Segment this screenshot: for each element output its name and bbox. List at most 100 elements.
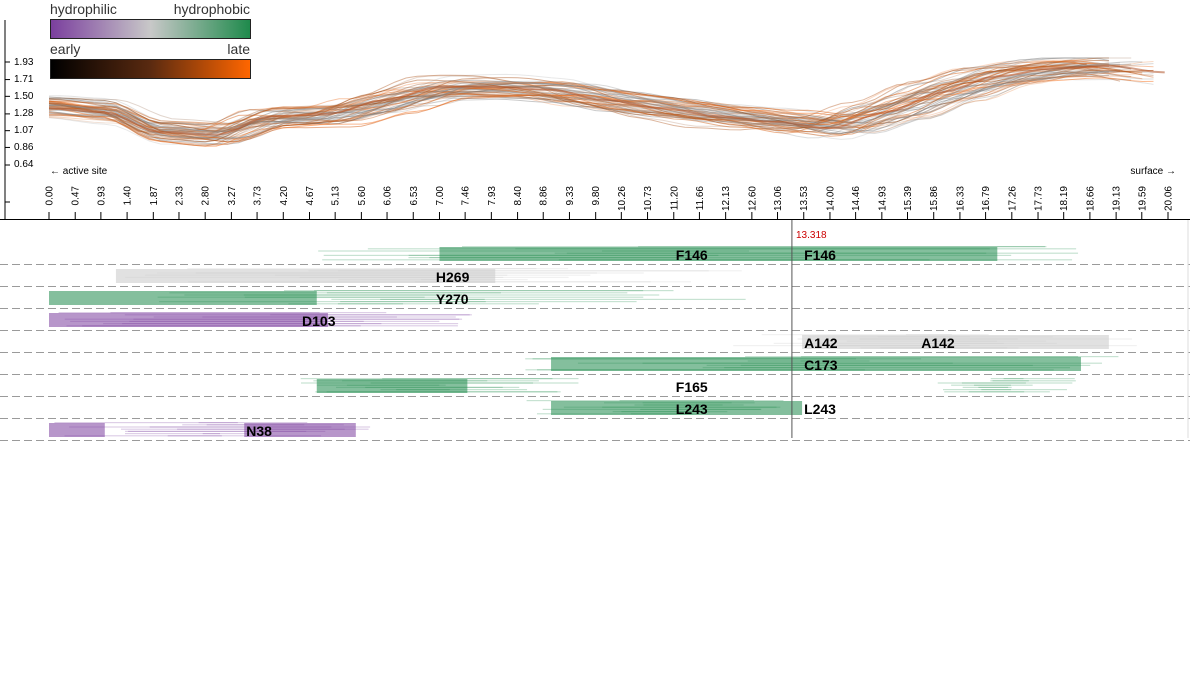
residue-row-d103[interactable]: D103 — [49, 312, 472, 329]
residue-dense-band — [49, 313, 328, 327]
residue-label: L243 — [676, 401, 708, 417]
residue-occupancy-mark — [120, 428, 345, 430]
x-tick-label: 12.13 — [721, 186, 732, 211]
x-tick-label: 20.06 — [1164, 186, 1175, 211]
residue-occupancy-mark — [64, 435, 322, 437]
tunnel-profile-line — [48, 68, 1143, 137]
legend-early-label: early — [50, 41, 81, 57]
x-tick-label: 13.53 — [799, 186, 810, 211]
residue-occupancy-mark — [202, 433, 251, 435]
x-tick-label: 17.73 — [1034, 186, 1045, 211]
residue-occupancy-mark — [978, 386, 1009, 388]
residue-occupancy-mark — [58, 312, 320, 314]
x-tick-label: 5.60 — [357, 186, 368, 206]
tunnel-profile-line — [48, 64, 1132, 138]
residue-occupancy-mark — [288, 303, 539, 305]
x-tick-label: 0.93 — [96, 186, 107, 206]
residue-occupancy-mark — [184, 294, 660, 296]
residue-occupancy-mark — [745, 356, 1079, 358]
residue-dense-band — [49, 423, 105, 437]
residue-row-h269[interactable]: H269 — [115, 268, 742, 285]
legend-late-label: late — [227, 41, 250, 57]
x-tick-label: 7.93 — [487, 186, 498, 206]
x-tick-label: 16.79 — [981, 186, 992, 211]
residue-occupancy-mark — [128, 430, 307, 432]
residue-occupancy-mark — [968, 391, 1050, 393]
residue-occupancy-mark — [337, 303, 404, 305]
residue-occupancy-mark — [69, 426, 371, 428]
x-tick-label: 8.86 — [539, 186, 550, 206]
x-tick-label: 5.13 — [331, 186, 342, 206]
residue-occupancy-mark — [462, 246, 1047, 248]
x-tick-label: 13.06 — [773, 186, 784, 211]
residue-row-n38[interactable]: N38 — [49, 422, 371, 439]
tunnel-profile-line — [48, 57, 1109, 136]
x-tick-label: 11.20 — [669, 186, 680, 211]
residue-label: Y270 — [436, 291, 469, 307]
x-tick-label: 12.60 — [747, 186, 758, 211]
residue-occupancy-mark — [937, 382, 1026, 384]
residue-row-l243[interactable]: L243 L243 — [526, 400, 837, 417]
residue-dense-band — [802, 335, 1109, 349]
tunnel-profile-line — [48, 61, 1143, 140]
x-tick-label: 2.33 — [174, 186, 185, 206]
x-tick-label: 9.33 — [565, 186, 576, 206]
residue-occupancy-mark — [380, 298, 746, 300]
residue-row-c173[interactable]: C173 — [525, 356, 1119, 373]
residue-dense-band — [439, 247, 998, 261]
y-tick-label: 0.86 — [14, 142, 34, 153]
cursor-value-label: 13.318 — [796, 230, 827, 241]
residue-occupancy-mark — [283, 290, 644, 292]
residue-label: L243 — [804, 401, 836, 417]
tunnel-profile-line — [48, 71, 1154, 142]
residue-occupancy-mark — [370, 382, 579, 384]
residue-occupancy-mark — [110, 312, 387, 314]
residue-row-f146[interactable]: F146 F146 — [318, 246, 1079, 263]
tunnel-profile-line — [48, 63, 1087, 132]
residue-label: A142 — [804, 335, 838, 351]
residue-occupancy-mark — [905, 334, 952, 336]
x-tick-label: 8.40 — [513, 186, 524, 206]
residue-occupancy-mark — [244, 296, 644, 298]
tunnel-profile-line — [48, 63, 1132, 139]
residue-occupancy-mark — [973, 384, 1033, 386]
x-tick-label: 3.73 — [253, 186, 264, 206]
x-tick-label: 14.46 — [851, 186, 862, 211]
tunnel-profile-line — [48, 60, 1154, 133]
mean-profile-line — [48, 64, 1165, 136]
residue-occupancy-mark — [944, 391, 1025, 393]
x-tick-label: 14.93 — [877, 186, 888, 211]
x-tick-label: 19.59 — [1137, 186, 1148, 211]
x-tick-label: 0.47 — [71, 186, 82, 206]
residue-row-f165[interactable]: F165 — [300, 378, 1076, 395]
residue-occupancy-mark — [54, 422, 238, 424]
residue-occupancy-mark — [159, 301, 637, 303]
tunnel-profile-line — [48, 59, 1109, 134]
x-tick-label: 15.86 — [929, 186, 940, 211]
x-tick-label: 4.20 — [279, 186, 290, 206]
tunnel-profile-line — [48, 70, 1109, 133]
tunnel-profile-line — [48, 61, 1076, 126]
residue-occupancy-mark — [182, 424, 305, 426]
residue-row-y270[interactable]: Y270 — [49, 290, 746, 307]
tunnel-profile-line — [48, 69, 1154, 143]
residue-occupancy-mark — [526, 400, 755, 402]
residue-occupancy-mark — [761, 334, 989, 336]
time-gradient-bar — [50, 59, 251, 79]
residue-dense-band — [551, 401, 803, 415]
residue-label: F165 — [676, 379, 708, 395]
tunnel-profile-line — [48, 67, 1132, 143]
tunnel-profile-line — [48, 57, 1109, 133]
residue-occupancy-mark — [243, 294, 463, 296]
residue-row-a142[interactable]: A142 A142 — [733, 334, 1137, 351]
tunnel-profile-line — [48, 65, 1098, 125]
residue-occupancy-mark — [990, 380, 1029, 382]
y-tick-label: 1.07 — [14, 125, 34, 136]
residue-occupancy-mark — [619, 400, 784, 402]
residue-dense-band — [244, 423, 356, 437]
residue-occupancy-mark — [300, 378, 553, 380]
tunnel-profile-line — [48, 62, 1109, 141]
residue-dense-band — [316, 379, 468, 393]
tunnel-profile-line — [48, 65, 1109, 126]
